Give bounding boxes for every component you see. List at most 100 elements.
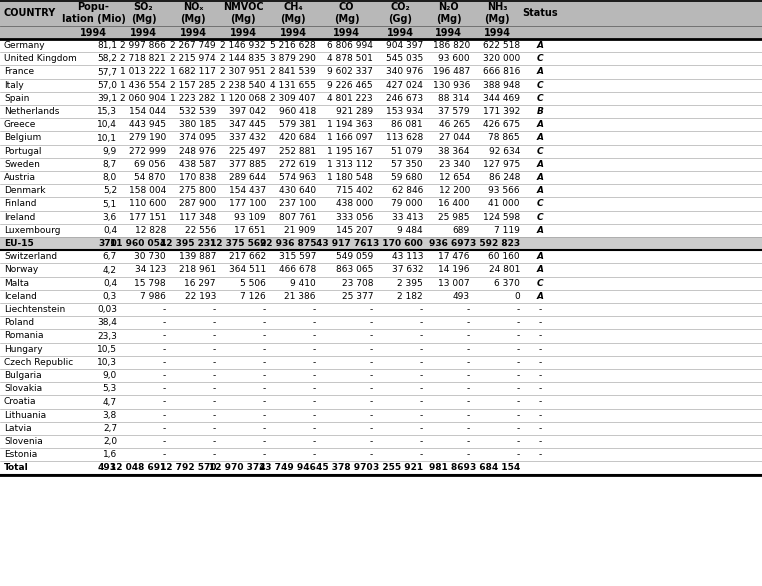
Text: -: - bbox=[163, 318, 166, 328]
Text: Greece: Greece bbox=[4, 120, 37, 130]
Text: -: - bbox=[539, 424, 542, 433]
Text: -: - bbox=[539, 371, 542, 380]
Text: 5,2: 5,2 bbox=[103, 186, 117, 195]
Text: 1994: 1994 bbox=[130, 28, 157, 38]
Text: Portugal: Portugal bbox=[4, 146, 41, 156]
Text: C: C bbox=[536, 213, 543, 222]
Text: 9,9: 9,9 bbox=[103, 146, 117, 156]
Text: -: - bbox=[370, 384, 373, 393]
Text: -: - bbox=[539, 450, 542, 459]
Text: 21 386: 21 386 bbox=[284, 292, 316, 301]
Text: -: - bbox=[213, 305, 216, 314]
Text: Hungary: Hungary bbox=[4, 345, 43, 354]
Text: Sweden: Sweden bbox=[4, 160, 40, 169]
Text: 715 402: 715 402 bbox=[336, 186, 373, 195]
Text: 225 497: 225 497 bbox=[229, 146, 266, 156]
Text: 0: 0 bbox=[514, 292, 520, 301]
Text: -: - bbox=[312, 397, 316, 407]
Text: 666 816: 666 816 bbox=[482, 67, 520, 77]
Bar bbox=[0, 92, 762, 105]
Text: C: C bbox=[536, 146, 543, 156]
Text: -: - bbox=[517, 371, 520, 380]
Text: 22 193: 22 193 bbox=[184, 292, 216, 301]
Text: -: - bbox=[420, 305, 423, 314]
Text: -: - bbox=[312, 332, 316, 340]
Text: -: - bbox=[312, 424, 316, 433]
Text: Switzerland: Switzerland bbox=[4, 253, 57, 261]
Text: Belgium: Belgium bbox=[4, 134, 41, 142]
Text: A: A bbox=[536, 253, 543, 261]
Text: 3 592 823: 3 592 823 bbox=[470, 239, 520, 248]
Text: 124 598: 124 598 bbox=[483, 213, 520, 222]
Bar bbox=[0, 303, 762, 316]
Bar bbox=[0, 448, 762, 461]
Text: -: - bbox=[163, 332, 166, 340]
Text: -: - bbox=[263, 358, 266, 367]
Text: 12 395 231: 12 395 231 bbox=[159, 239, 216, 248]
Text: 9 602 337: 9 602 337 bbox=[327, 67, 373, 77]
Text: -: - bbox=[467, 371, 470, 380]
Text: 380 185: 380 185 bbox=[178, 120, 216, 130]
Text: -: - bbox=[467, 424, 470, 433]
Text: 493: 493 bbox=[98, 464, 117, 472]
Text: -: - bbox=[517, 332, 520, 340]
Text: -: - bbox=[467, 450, 470, 459]
Text: 130 936: 130 936 bbox=[433, 81, 470, 90]
Text: 1 682 117: 1 682 117 bbox=[170, 67, 216, 77]
Text: 9 410: 9 410 bbox=[290, 279, 316, 288]
Text: -: - bbox=[420, 397, 423, 407]
Text: Total: Total bbox=[4, 464, 29, 472]
Text: -: - bbox=[213, 318, 216, 328]
Text: 92 634: 92 634 bbox=[488, 146, 520, 156]
Text: 549 059: 549 059 bbox=[336, 253, 373, 261]
Bar bbox=[0, 118, 762, 131]
Text: 7 119: 7 119 bbox=[494, 226, 520, 235]
Text: 186 820: 186 820 bbox=[433, 41, 470, 50]
Text: -: - bbox=[539, 305, 542, 314]
Text: A: A bbox=[536, 67, 543, 77]
Text: Estonia: Estonia bbox=[4, 450, 37, 459]
Text: NH₃
(Mg): NH₃ (Mg) bbox=[484, 2, 510, 24]
Text: 275 800: 275 800 bbox=[179, 186, 216, 195]
Text: 218 961: 218 961 bbox=[179, 265, 216, 274]
Text: 0,4: 0,4 bbox=[103, 226, 117, 235]
Text: 1 223 282: 1 223 282 bbox=[171, 94, 216, 103]
Text: 2 267 749: 2 267 749 bbox=[171, 41, 216, 50]
Text: -: - bbox=[370, 345, 373, 354]
Text: C: C bbox=[536, 54, 543, 63]
Text: -: - bbox=[312, 384, 316, 393]
Bar bbox=[0, 145, 762, 158]
Text: 33 413: 33 413 bbox=[392, 213, 423, 222]
Text: -: - bbox=[263, 424, 266, 433]
Text: 2 144 835: 2 144 835 bbox=[220, 54, 266, 63]
Text: A: A bbox=[536, 265, 543, 274]
Bar bbox=[0, 396, 762, 408]
Text: 622 518: 622 518 bbox=[483, 41, 520, 50]
Text: Bulgaria: Bulgaria bbox=[4, 371, 42, 380]
Text: -: - bbox=[539, 397, 542, 407]
Text: 88 314: 88 314 bbox=[438, 94, 470, 103]
Bar bbox=[0, 435, 762, 448]
Text: Netherlands: Netherlands bbox=[4, 107, 59, 116]
Text: B: B bbox=[536, 107, 543, 116]
Text: 6 370: 6 370 bbox=[494, 279, 520, 288]
Text: -: - bbox=[517, 305, 520, 314]
Text: 196 487: 196 487 bbox=[433, 67, 470, 77]
Text: A: A bbox=[536, 134, 543, 142]
Text: 59 680: 59 680 bbox=[392, 173, 423, 182]
Text: 57 350: 57 350 bbox=[392, 160, 423, 169]
Text: Iceland: Iceland bbox=[4, 292, 37, 301]
Bar bbox=[0, 184, 762, 197]
Text: 93 566: 93 566 bbox=[488, 186, 520, 195]
Text: 426 675: 426 675 bbox=[483, 120, 520, 130]
Text: 110 600: 110 600 bbox=[129, 199, 166, 209]
Text: 22 936 875: 22 936 875 bbox=[260, 239, 316, 248]
Text: 177 100: 177 100 bbox=[229, 199, 266, 209]
Text: 1 195 167: 1 195 167 bbox=[327, 146, 373, 156]
Text: United Kingdom: United Kingdom bbox=[4, 54, 77, 63]
Text: 78 865: 78 865 bbox=[488, 134, 520, 142]
Bar bbox=[0, 263, 762, 277]
Text: 4,2: 4,2 bbox=[103, 265, 117, 274]
Text: 438 000: 438 000 bbox=[336, 199, 373, 209]
Text: 54 870: 54 870 bbox=[135, 173, 166, 182]
